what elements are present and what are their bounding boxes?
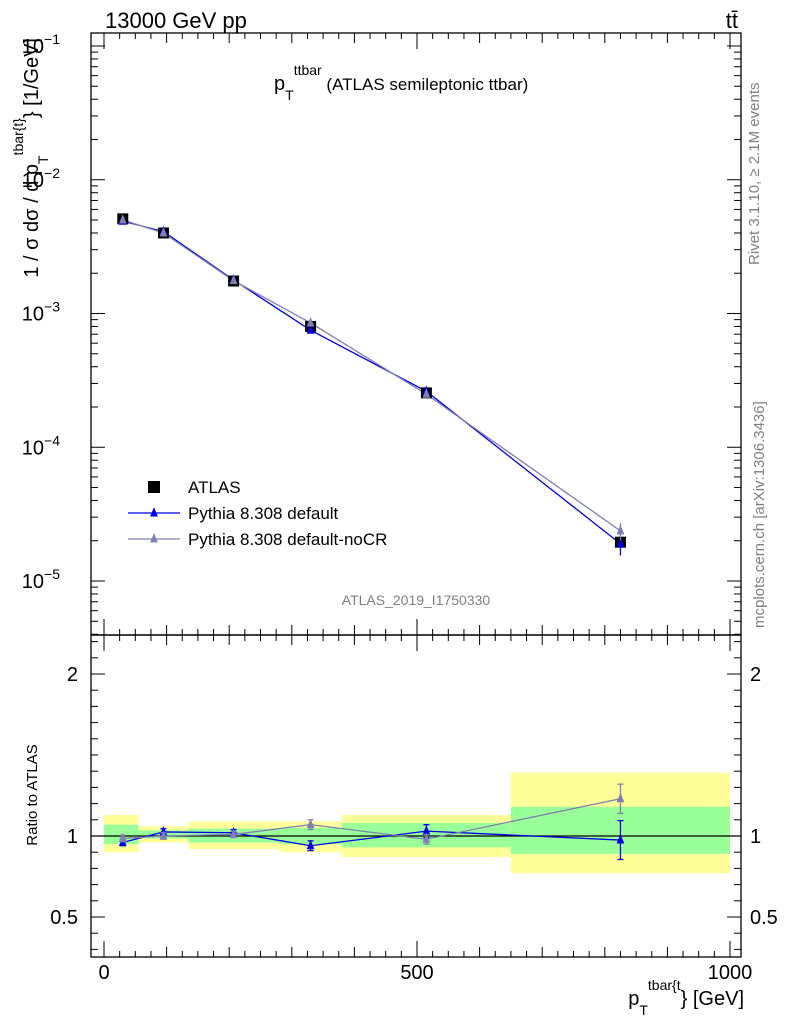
pythia-8-308-default-nocr-point xyxy=(422,388,431,398)
pythia-8-308-default-ratio-point xyxy=(616,834,625,844)
pythia-8-308-default-nocr-ratio-point xyxy=(229,828,238,838)
ratio-y-tick-label-left: 0.5 xyxy=(50,907,78,929)
pythia-8-308-default-ratio-point xyxy=(306,839,315,850)
process-label: tt̄ xyxy=(726,8,738,33)
pythia-8-308-default-nocr-ratio-line xyxy=(122,798,621,840)
x-tick-label: 0 xyxy=(98,962,109,984)
main-y-tick-label: 10−2 xyxy=(22,165,60,192)
main-y-tick-label: 10−5 xyxy=(22,566,60,593)
ratio-y-axis-label: Ratio to ATLAS xyxy=(24,744,41,845)
legend-label-pythia-8-308-default: Pythia 8.308 default xyxy=(188,504,339,523)
ratio-y-tick-label-right: 2 xyxy=(750,664,761,686)
legend-marker-pythia-8-308-default xyxy=(150,507,158,517)
pythia-8-308-default-nocr-point xyxy=(159,227,168,237)
ratio-uncertainty-bands xyxy=(104,772,730,874)
mcplots-label: mcplots.cern.ch [arXiv:1306.3436] xyxy=(751,401,768,628)
ratio-y-tick-label-left: 2 xyxy=(67,664,78,686)
pythia-8-308-default-nocr-ratio-point xyxy=(616,792,625,803)
pythia-8-308-default-nocr-ratio-point xyxy=(118,832,127,842)
pythia-8-308-default-nocr-ratio-point xyxy=(306,818,315,829)
ratio-plot-series xyxy=(118,783,625,861)
legend-marker-pythia-8-308-default-nocr xyxy=(150,533,158,543)
ratio-y-tick-label-right: 0.5 xyxy=(750,907,778,929)
rivet-label: Rivet 3.1.10, ≥ 2.1M events xyxy=(746,83,763,266)
pythia-8-308-default-nocr-ratio-point xyxy=(159,830,168,840)
main-y-axis-label: 1 / σ dσ / d pTtbar{t}} [1/GeV] xyxy=(10,38,51,278)
analysis-id: ATLAS_2019_I1750330 xyxy=(342,592,491,608)
main-y-tick-label: 10−3 xyxy=(22,299,60,326)
pythia-8-308-default-ratio-point xyxy=(422,825,431,835)
legend-label-pythia-8-308-default-nocr: Pythia 8.308 default-noCR xyxy=(188,530,387,549)
pythia-8-308-default-nocr-line xyxy=(122,219,621,532)
main-y-tick-label: 10−1 xyxy=(22,31,60,58)
pythia-8-308-default-nocr-point xyxy=(229,274,238,285)
main-y-tick-label: 10−4 xyxy=(22,432,60,459)
ratio-plot-frame xyxy=(90,634,742,958)
ratio-y-tick-label-left: 1 xyxy=(67,826,78,848)
stat-uncertainty-band xyxy=(104,824,139,845)
legend-marker-atlas xyxy=(148,481,160,493)
energy-label: 13000 GeV pp xyxy=(105,8,247,33)
pythia-8-308-default-point xyxy=(306,324,315,334)
axes: 10−1 10−2 10−3 10−4 10−5 0 500 1000 0.5 0.5 1 1 2 2 xyxy=(22,31,778,984)
pythia-8-308-default-nocr-point xyxy=(118,214,127,224)
x-tick-label: 1000 xyxy=(708,962,753,984)
legend: ATLAS Pythia 8.308 default Pythia 8.308 de… xyxy=(128,478,387,549)
pythia-8-308-default-nocr-point xyxy=(306,317,315,327)
main-plot-series xyxy=(117,213,626,556)
pythia-8-308-default-nocr-ratio-point xyxy=(422,833,431,843)
x-tick-label: 500 xyxy=(400,962,433,984)
pythia-8-308-default-point xyxy=(616,537,625,548)
plot-title: pTttbar (ATLAS semileptonic ttbar) xyxy=(274,62,528,103)
pythia-8-308-default-nocr-point xyxy=(616,525,625,535)
ratio-y-tick-label-right: 1 xyxy=(750,826,761,848)
x-axis-label: pTtbar{t} [GeV] xyxy=(628,977,744,1018)
legend-label-atlas: ATLAS xyxy=(188,478,241,497)
